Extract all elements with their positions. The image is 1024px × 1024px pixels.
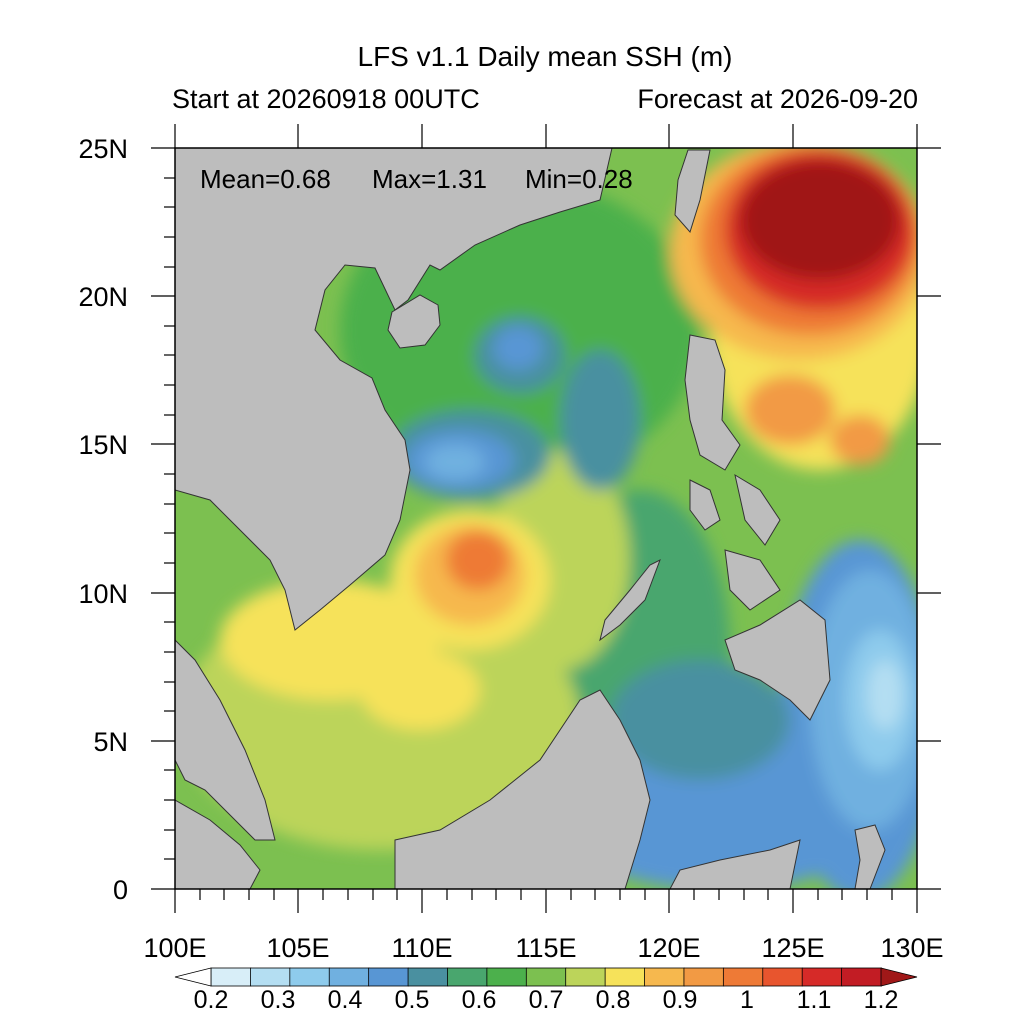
lon-label: 100E — [143, 933, 206, 963]
colorbar-swatch — [604, 967, 646, 987]
hainan-island — [387, 294, 441, 349]
mainland-asia — [175, 148, 613, 631]
map-title: LFS v1.1 Daily mean SSH (m) — [358, 41, 733, 72]
land-masses — [175, 148, 886, 889]
tick-marks — [151, 124, 941, 913]
colorbar-swatch — [722, 967, 764, 987]
lat-labels: 0 5N 10N 15N 20N 25N — [78, 134, 128, 905]
colorbar-label: 0.6 — [462, 986, 497, 1014]
lon-label: 115E — [515, 933, 576, 963]
lon-label: 120E — [637, 933, 700, 963]
colorbar-swatch — [644, 967, 685, 987]
mindanao — [724, 599, 831, 721]
visayas — [689, 473, 781, 611]
colorbar-label: 0.2 — [194, 986, 229, 1014]
borneo — [394, 689, 651, 889]
colorbar — [174, 967, 918, 987]
lon-label: 110E — [391, 933, 452, 963]
colorbar-label: 1.2 — [864, 986, 899, 1014]
sumatra — [175, 799, 261, 889]
palawan — [599, 558, 661, 642]
colorbar-label: 0.8 — [596, 986, 631, 1014]
lat-label: 5N — [93, 727, 128, 757]
stats-box: Mean=0.68 Max=1.31 Min=0.28 — [200, 164, 633, 194]
colorbar-label: 0.3 — [261, 986, 296, 1014]
colorbar-label: 0.7 — [529, 986, 564, 1014]
max-stat: Max=1.31 — [372, 164, 487, 194]
lon-labels: 100E 105E 110E 115E 120E 125E 130E — [143, 933, 943, 963]
colorbar-label: 1.1 — [797, 986, 832, 1014]
colorbar-swatch — [525, 967, 567, 987]
colorbar-label: 0.9 — [663, 986, 698, 1014]
min-stat: Min=0.28 — [525, 164, 633, 194]
lat-label: 10N — [78, 579, 128, 609]
colorbar-label: 0.5 — [395, 986, 430, 1014]
colorbar-label: 1 — [740, 986, 754, 1014]
colorbar-swatch — [368, 967, 409, 987]
lat-label: 15N — [78, 430, 128, 460]
start-time-label: Start at 20260918 00UTC — [172, 84, 480, 114]
lat-label: 20N — [78, 282, 128, 312]
colorbar-swatch — [210, 967, 252, 987]
colorbar-label: 0.4 — [328, 986, 363, 1014]
colorbar-labels: 0.2 0.3 0.4 0.5 0.6 0.7 0.8 0.9 1 1.1 1.… — [194, 986, 899, 1014]
colorbar-swatch — [447, 967, 488, 987]
colorbar-swatch — [565, 967, 607, 987]
colorbar-swatch — [407, 967, 449, 987]
colorbar-high-arrow — [880, 967, 918, 987]
lon-label: 125E — [761, 933, 824, 963]
halmahera — [854, 824, 886, 889]
taiwan-island — [674, 149, 711, 233]
forecast-time-label: Forecast at 2026-09-20 — [637, 84, 918, 114]
colorbar-swatch — [801, 967, 843, 987]
colorbar-swatch — [328, 967, 370, 987]
lat-label: 0 — [113, 875, 128, 905]
mean-stat: Mean=0.68 — [200, 164, 331, 194]
colorbar-low-arrow — [174, 967, 212, 987]
colorbar-swatch — [250, 967, 291, 987]
lon-label: 105E — [266, 933, 329, 963]
colorbar-swatch — [289, 967, 331, 987]
colorbar-swatch — [841, 967, 882, 987]
colorbar-swatch — [762, 967, 804, 987]
colorbar-swatch — [683, 967, 725, 987]
lat-label: 25N — [78, 134, 128, 164]
luzon — [684, 334, 741, 471]
colorbar-swatch — [486, 967, 528, 987]
malay-peninsula — [175, 639, 276, 841]
lon-label: 130E — [880, 933, 943, 963]
ssh-field — [175, 148, 917, 889]
sulawesi — [669, 839, 801, 889]
